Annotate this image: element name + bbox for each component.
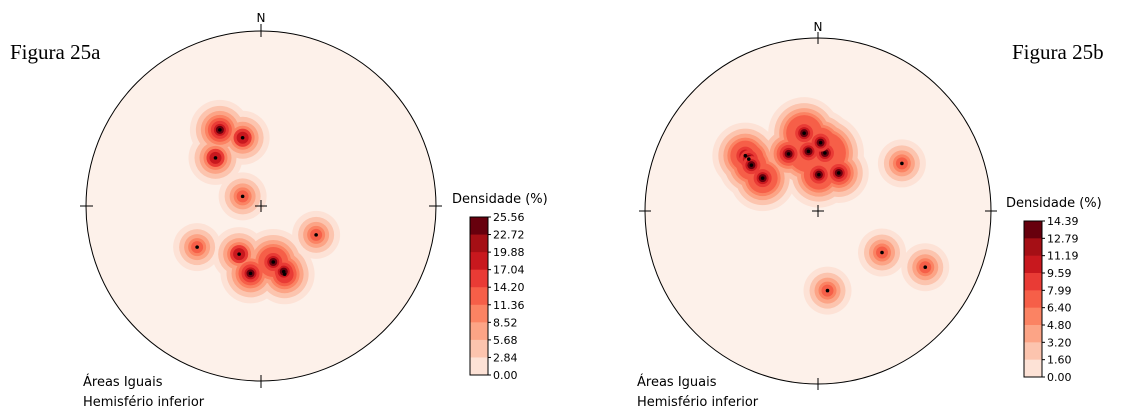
- colorbar-tick-label: 19.88: [493, 246, 525, 259]
- colorbar-a: 25.56 22.72 19.88 17.04 14.20 11.36 8.52 5.68 2.…: [469, 211, 525, 382]
- colorbar-tick-label: 5.68: [493, 334, 518, 347]
- colorbar-tick-label: 17.04: [493, 264, 525, 277]
- colorbar-tick-label: 14.20: [493, 281, 525, 294]
- pole-marker: [281, 269, 286, 274]
- stereonet-b: N Áreas Iguais Hemisfério inferior Densi…: [637, 20, 1102, 410]
- colorbar-tick-label: 9.59: [1047, 267, 1072, 280]
- colorbar-segment: [470, 234, 488, 253]
- colorbar-segment: [470, 287, 488, 306]
- colorbar-tick-label: 0.00: [493, 369, 518, 382]
- colorbar-tick-label: 3.20: [1047, 336, 1072, 349]
- pole-marker: [240, 194, 245, 199]
- colorbar-segment: [1024, 325, 1042, 343]
- pole-marker: [749, 163, 754, 167]
- colorbar-tick-label: 6.40: [1047, 302, 1072, 315]
- colorbar-tick-label: 1.60: [1047, 354, 1072, 367]
- colorbar-tick-label: 22.72: [493, 229, 525, 242]
- stereonet-a-north-label: N: [257, 11, 266, 25]
- colorbar-frame: [1023, 220, 1043, 378]
- colorbar-tick-label: 7.99: [1047, 284, 1072, 297]
- pole-marker: [823, 151, 827, 155]
- colorbar-b-title: Densidade (%): [1006, 196, 1102, 211]
- colorbar-tick-label: 11.36: [493, 299, 525, 312]
- colorbar-segment: [1024, 359, 1042, 378]
- pole-marker: [806, 149, 811, 154]
- pole-marker: [818, 140, 823, 145]
- figure-b-label: Figura 25b: [1012, 40, 1104, 64]
- colorbar-b: 14.39 12.79 11.19 9.59 7.99 6.40 4.80 3.20 1.60 0…: [1023, 215, 1079, 384]
- colorbar-segment: [470, 217, 488, 236]
- colorbar-segment: [470, 357, 488, 376]
- pole-marker: [248, 271, 253, 276]
- pole-marker: [314, 233, 318, 237]
- colorbar-segment: [1024, 238, 1042, 257]
- colorbar-tick-label: 2.84: [493, 351, 518, 364]
- pole-marker: [213, 156, 218, 160]
- colorbar-tick-label: 8.52: [493, 316, 518, 329]
- colorbar-segment: [1024, 221, 1042, 239]
- colorbar-tick-label: 14.39: [1047, 215, 1079, 228]
- colorbar-segment: [1024, 255, 1042, 274]
- stereonet-a: N Áreas Iguais Hemisfério inferior Densi…: [80, 11, 548, 410]
- colorbar-tick-label: 4.80: [1047, 319, 1072, 332]
- figure-a-label: Figura 25a: [10, 40, 101, 64]
- stereonet-b-north-label: N: [814, 20, 823, 34]
- colorbar-segment: [470, 252, 488, 271]
- colorbar-segment: [1024, 273, 1042, 291]
- pole-marker: [923, 265, 928, 270]
- colorbar-segment: [1024, 342, 1042, 361]
- colorbar-segment: [1024, 307, 1042, 326]
- stereonet-a-projection-label: Áreas Iguais: [83, 374, 163, 390]
- pole-marker: [900, 161, 904, 166]
- colorbar-segment: [470, 269, 488, 288]
- pole-marker: [743, 153, 748, 158]
- stereonet-b-poles: [743, 131, 928, 293]
- colorbar-tick-label: 0.00: [1047, 371, 1072, 384]
- pole-marker: [218, 128, 222, 132]
- pole-marker: [237, 252, 241, 256]
- colorbar-tick-label: 25.56: [493, 211, 525, 224]
- colorbar-segment: [470, 304, 488, 323]
- stereonet-a-hemisphere-label: Hemisfério inferior: [83, 395, 205, 410]
- colorbar-a-title: Densidade (%): [452, 192, 548, 207]
- colorbar-segment: [1024, 290, 1042, 309]
- pole-marker: [240, 135, 245, 140]
- pole-marker: [817, 172, 821, 177]
- colorbar-frame: [469, 216, 489, 376]
- colorbar-tick-label: 11.19: [1047, 250, 1079, 263]
- pole-marker: [271, 260, 276, 264]
- stereonet-b-projection-label: Áreas Iguais: [637, 374, 717, 390]
- colorbar-tick-label: 12.79: [1047, 232, 1079, 245]
- stereonet-b-hemisphere-label: Hemisfério inferior: [637, 395, 759, 410]
- pole-marker: [802, 131, 806, 135]
- pole-marker: [825, 288, 830, 293]
- colorbar-segment: [470, 322, 488, 341]
- stereonet-a-poles: [195, 128, 318, 277]
- pole-marker: [836, 171, 841, 175]
- pole-marker: [195, 245, 199, 249]
- stereonet-b-ticks: [639, 32, 997, 390]
- colorbar-segment: [470, 339, 488, 358]
- pole-marker: [747, 157, 751, 161]
- stereonet-a-ticks: [80, 24, 442, 388]
- pole-marker: [880, 250, 884, 255]
- pole-marker: [786, 152, 791, 156]
- pole-marker: [760, 176, 765, 180]
